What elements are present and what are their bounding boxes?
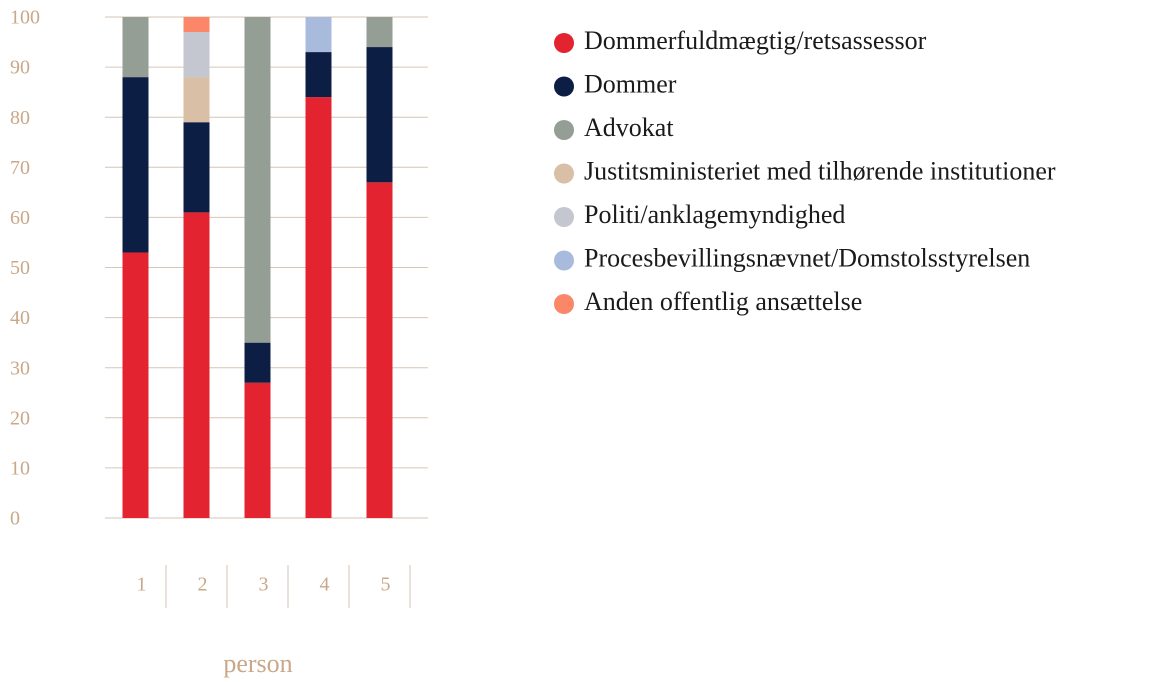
y-tick-label: 60 [10, 207, 30, 229]
bar-segment [366, 182, 393, 518]
bar-segment [122, 17, 149, 78]
x-tick-label: 4 [320, 574, 330, 596]
bar-segment [305, 52, 332, 98]
bar-segment [183, 17, 210, 33]
y-tick-label: 100 [10, 7, 40, 29]
y-tick-label: 40 [10, 307, 30, 329]
legend-marker [554, 33, 574, 53]
y-tick-label: 50 [10, 257, 30, 279]
bar-segment [183, 32, 210, 78]
legend-label: Anden offentlig ansættelse [584, 287, 862, 316]
bar-segment [366, 17, 393, 48]
bar-segment [305, 17, 332, 53]
bar-segment [366, 47, 393, 183]
legend-marker [554, 163, 574, 184]
legend-marker [554, 294, 574, 314]
bar-segment [305, 97, 332, 518]
legend-marker [554, 120, 574, 140]
y-tick-label: 80 [10, 107, 30, 129]
bar-segment [183, 212, 210, 518]
bar-segment [244, 17, 271, 343]
x-tick-label: 3 [259, 574, 269, 596]
y-tick-label: 70 [10, 157, 30, 179]
legend-marker [554, 76, 574, 97]
x-tick-label: 2 [198, 574, 208, 596]
x-tick-label: 1 [137, 574, 147, 596]
y-tick-label: 0 [10, 508, 20, 530]
legend-label: Advokat [584, 113, 674, 142]
legend-marker [554, 250, 574, 271]
x-axis-label: person [223, 649, 292, 678]
legend-label: Politi/anklagemyndighed [584, 200, 845, 229]
bar-segment [122, 77, 149, 253]
bar-segment [244, 382, 271, 518]
legend-label: Dommerfuldmægtig/retsassessor [584, 26, 927, 55]
y-tick-label: 10 [10, 457, 30, 479]
y-tick-label: 90 [10, 57, 30, 79]
bar-segment [244, 342, 271, 383]
legend-label: Justitsministeriet med tilhørende instit… [584, 156, 1056, 185]
y-tick-label: 20 [10, 407, 30, 429]
legend-marker [554, 207, 574, 227]
bar-segment [183, 122, 210, 213]
bar-segment [183, 77, 210, 123]
legend-label: Procesbevillingsnævnet/Domstolsstyrelsen [584, 243, 1030, 272]
y-tick-label: 30 [10, 357, 30, 379]
legend-label: Dommer [584, 69, 677, 98]
bar-segment [122, 252, 149, 518]
x-tick-label: 5 [381, 574, 391, 596]
